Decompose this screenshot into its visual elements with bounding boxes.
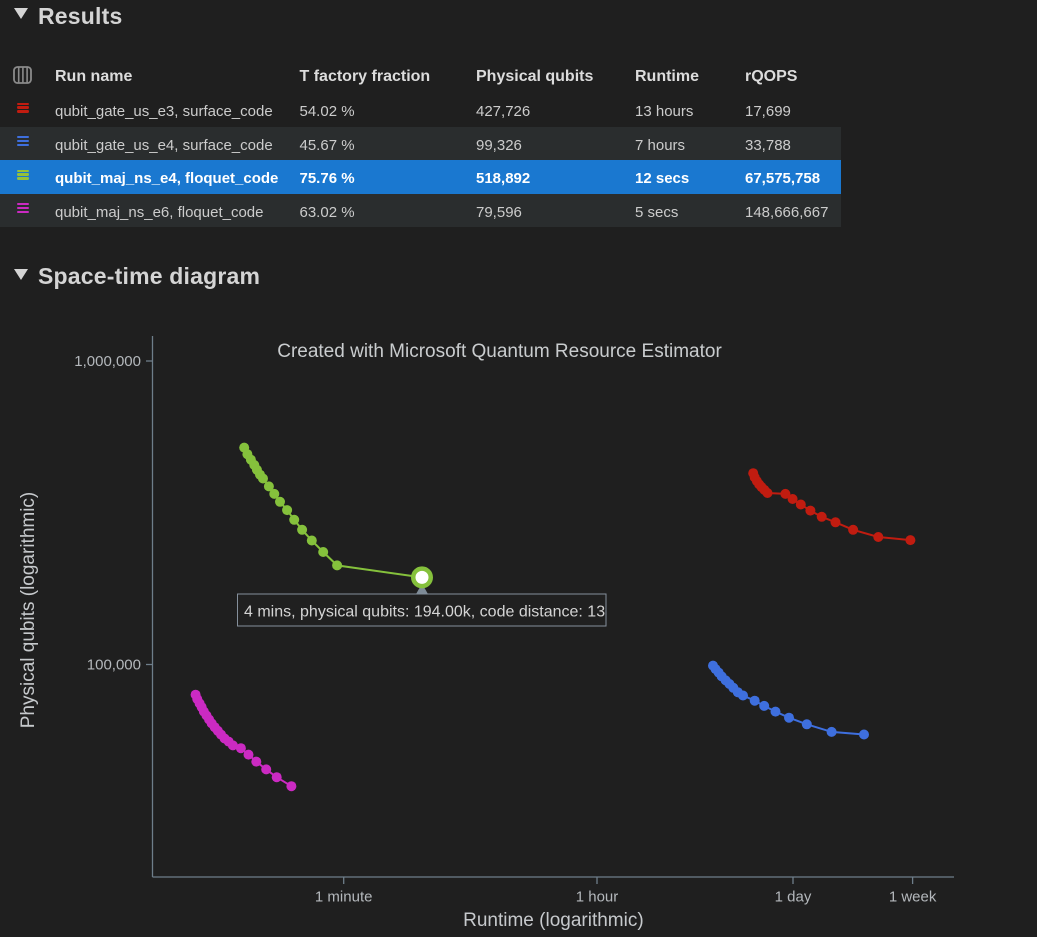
svg-text:1,000,000: 1,000,000 [74,353,141,370]
svg-text:100,000: 100,000 [87,657,141,674]
svg-text:4 mins, physical qubits: 194.0: 4 mins, physical qubits: 194.00k, code d… [244,604,605,621]
svg-text:Created with Microsoft Quantum: Created with Microsoft Quantum Resource … [277,341,722,362]
svg-text:1 week: 1 week [889,889,937,906]
svg-text:1 day: 1 day [775,889,812,906]
svg-text:1 minute: 1 minute [315,889,373,906]
svg-text:1 hour: 1 hour [576,889,619,906]
svg-text:Physical qubits (logarithmic): Physical qubits (logarithmic) [18,492,39,729]
svg-text:Runtime (logarithmic): Runtime (logarithmic) [463,910,644,931]
